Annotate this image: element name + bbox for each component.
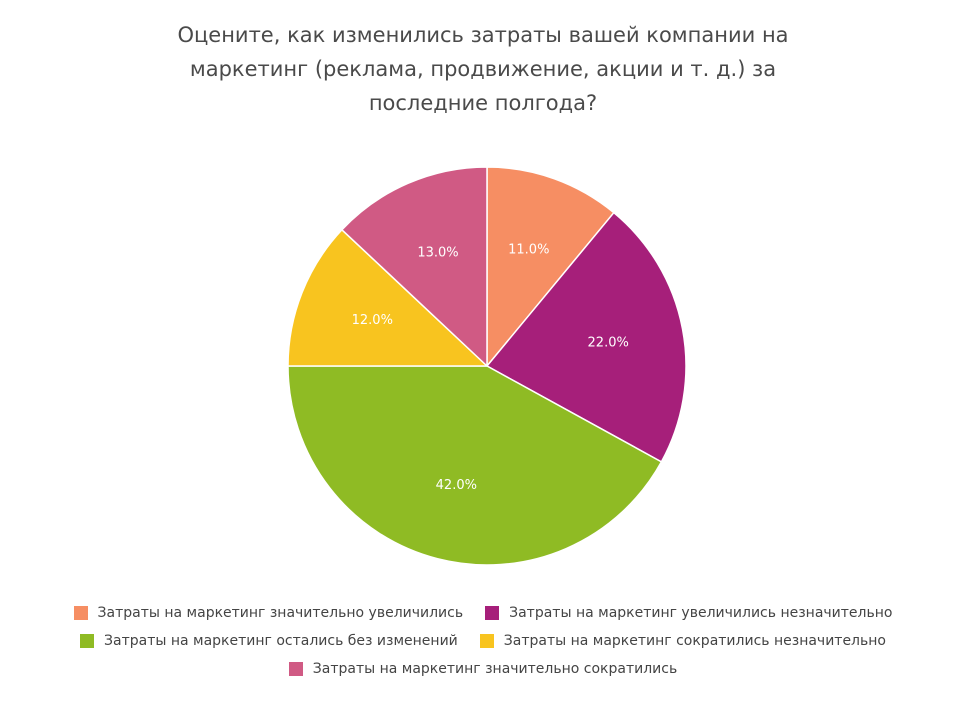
legend-item[interactable]: Затраты на маркетинг сократились незначи… (479, 632, 886, 650)
pie-slice[interactable] (341, 166, 488, 367)
legend-swatch (288, 662, 303, 676)
legend-label: Затраты на маркетинг значительно сократи… (312, 661, 678, 677)
pie-slice-labels: 11.0% 22.0% 42.0% 12.0% 13.0% (352, 242, 629, 493)
chart-title: Оцените, как изменились затраты вашей ко… (177, 23, 789, 115)
legend-row-1: Затраты на маркетинг значительно увеличи… (0, 604, 966, 622)
pie-slice-label: 13.0% (417, 245, 458, 260)
legend-label: Затраты на маркетинг увеличились незначи… (509, 605, 893, 621)
pie-slice-label: 22.0% (588, 335, 629, 350)
legend-label: Затраты на маркетинг сократились незначи… (503, 633, 886, 649)
legend-row-2: Затраты на маркетинг остались без измене… (0, 632, 966, 650)
legend-swatch (73, 606, 88, 620)
legend-label: Затраты на маркетинг значительно увеличи… (97, 605, 464, 621)
legend-item[interactable]: Затраты на маркетинг значительно увеличи… (73, 604, 464, 622)
pie-slice[interactable] (287, 229, 488, 367)
pie-slice-label: 12.0% (352, 313, 393, 328)
pie-slice[interactable] (486, 211, 687, 463)
legend-item[interactable]: Затраты на маркетинг увеличились незначи… (485, 604, 892, 622)
legend-item[interactable]: Затраты на маркетинг значительно сократи… (288, 660, 678, 678)
pie-slice[interactable] (486, 166, 615, 367)
legend-label: Затраты на маркетинг остались без измене… (104, 633, 458, 649)
legend-row-3: Затраты на маркетинг значительно сократи… (0, 660, 966, 678)
legend-swatch (485, 606, 500, 620)
pie-slice[interactable] (287, 365, 663, 566)
chart-legend: Затраты на маркетинг значительно увеличи… (0, 604, 966, 678)
pie-slices (287, 166, 687, 566)
legend-item[interactable]: Затраты на маркетинг остались без измене… (80, 632, 458, 650)
pie-slice-label: 42.0% (436, 478, 477, 493)
pie-slice-label: 11.0% (508, 242, 549, 257)
legend-swatch (479, 634, 494, 648)
legend-swatch (80, 634, 95, 648)
